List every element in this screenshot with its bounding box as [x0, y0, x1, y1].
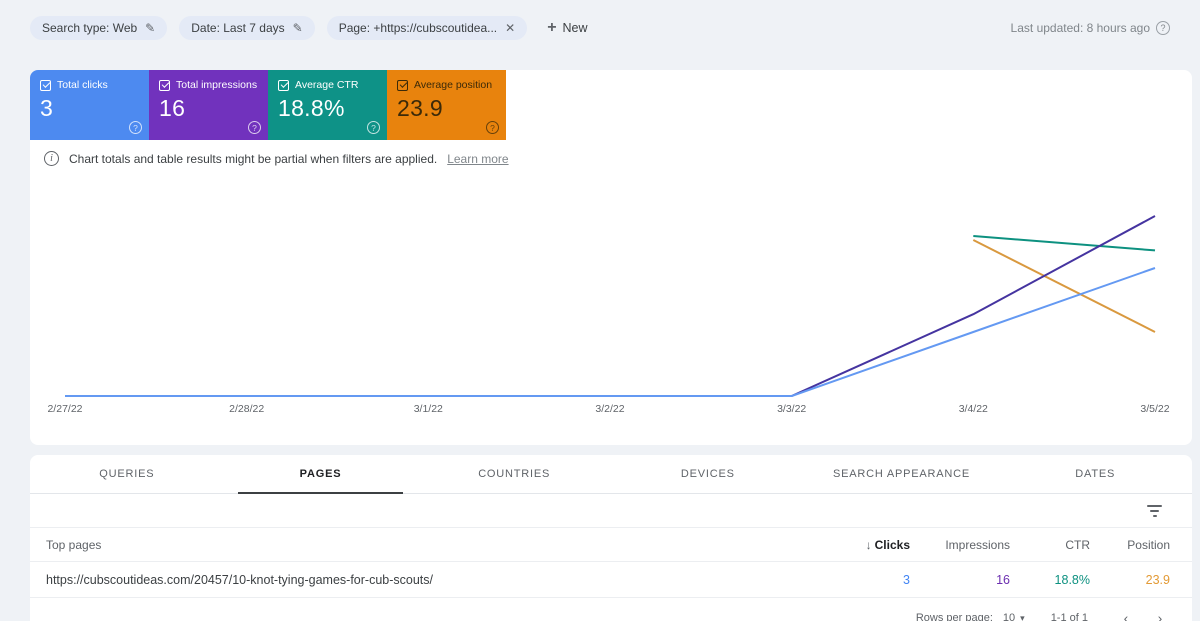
new-filter-label: New [562, 21, 588, 35]
help-icon[interactable]: ? [129, 121, 142, 134]
filter-chip-search-type[interactable]: Search type: Web ✎ [30, 16, 168, 40]
x-tick-label: 3/5/22 [1140, 403, 1170, 415]
notice-text: Chart totals and table results might be … [69, 151, 438, 166]
help-icon[interactable]: ? [1156, 21, 1170, 35]
card-value: 3 [40, 95, 54, 121]
next-page-button[interactable]: › [1157, 610, 1163, 621]
rows-per-page-select[interactable]: 10 ▾ [1003, 612, 1025, 621]
page-url-cell[interactable]: https://cubscoutideas.com/20457/10-knot-… [46, 572, 433, 587]
card-label: Total clicks [57, 79, 108, 91]
edit-icon[interactable]: ✎ [145, 21, 156, 35]
chart-line-impressions [65, 215, 1156, 397]
last-updated: Last updated: 8 hours ago ? [1011, 21, 1170, 35]
dimension-tabs: QUERIES PAGES COUNTRIES DEVICES SEARCH A… [30, 455, 1192, 494]
filter-bar: Search type: Web ✎ Date: Last 7 days ✎ P… [30, 14, 1170, 42]
performance-line-chart [65, 215, 1156, 397]
x-tick-label: 3/3/22 [777, 403, 807, 415]
ctr-cell: 18.8% [1054, 572, 1090, 587]
tab-countries[interactable]: COUNTRIES [478, 468, 551, 480]
card-value: 16 [159, 95, 186, 121]
table-row[interactable]: https://cubscoutideas.com/20457/10-knot-… [30, 562, 1192, 598]
card-total-clicks[interactable]: Total clicks 3 ? [30, 70, 149, 140]
partial-data-notice: i Chart totals and table results might b… [44, 151, 509, 166]
tab-search-appearance[interactable]: SEARCH APPEARANCE [832, 468, 971, 480]
pagination-range: 1-1 of 1 [1050, 612, 1088, 621]
card-value: 18.8% [278, 95, 345, 121]
chart-line-clicks [65, 267, 1156, 397]
previous-page-button[interactable]: ‹ [1123, 610, 1129, 621]
filter-chip-label: Page: +https://cubscoutidea... [338, 21, 498, 35]
edit-icon[interactable]: ✎ [292, 21, 303, 35]
card-label: Average position [414, 79, 493, 91]
help-icon[interactable]: ? [486, 121, 499, 134]
tab-queries[interactable]: QUERIES [99, 468, 155, 480]
summary-cards: Total clicks 3 ? Total impressions 16 ? … [30, 70, 506, 140]
card-label: Average CTR [295, 79, 359, 91]
column-header-ctr[interactable]: CTR [1065, 537, 1090, 552]
column-header-top-pages[interactable]: Top pages [46, 537, 102, 552]
checkbox-checked-icon[interactable] [397, 79, 408, 91]
column-header-impressions[interactable]: Impressions [945, 537, 1010, 552]
filter-list-icon[interactable] [1143, 501, 1166, 521]
checkbox-checked-icon[interactable] [40, 79, 51, 91]
rows-per-page-label: Rows per page: [915, 612, 993, 621]
tab-devices[interactable]: DEVICES [680, 468, 735, 480]
dimensions-table-panel: QUERIES PAGES COUNTRIES DEVICES SEARCH A… [30, 455, 1192, 621]
tab-dates[interactable]: DATES [1075, 468, 1116, 480]
plus-icon: + [547, 19, 557, 36]
filter-chip-date[interactable]: Date: Last 7 days ✎ [179, 16, 315, 40]
checkbox-checked-icon[interactable] [278, 79, 289, 91]
column-header-clicks[interactable]: ↓ Clicks [865, 537, 910, 552]
x-tick-label: 2/27/22 [47, 403, 83, 415]
card-total-impressions[interactable]: Total impressions 16 ? [149, 70, 268, 140]
x-tick-label: 2/28/22 [229, 403, 265, 415]
card-average-ctr[interactable]: Average CTR 18.8% ? [268, 70, 387, 140]
tab-pages[interactable]: PAGES [224, 455, 418, 494]
x-tick-label: 3/1/22 [413, 403, 443, 415]
table-toolbar [30, 494, 1192, 528]
close-icon[interactable]: ✕ [505, 21, 516, 35]
last-updated-text: Last updated: 8 hours ago [1010, 21, 1150, 35]
active-tab-underline [237, 492, 404, 494]
performance-panel: Total clicks 3 ? Total impressions 16 ? … [30, 70, 1192, 445]
card-average-position[interactable]: Average position 23.9 ? [387, 70, 506, 140]
table-header-row: Top pages ↓ Clicks Impressions CTR Positi… [30, 528, 1192, 562]
info-icon: i [44, 151, 59, 166]
x-tick-label: 3/2/22 [595, 403, 625, 415]
filter-chip-label: Search type: Web [42, 21, 138, 35]
learn-more-link[interactable]: Learn more [447, 151, 509, 166]
card-value: 23.9 [397, 95, 443, 121]
x-tick-label: 3/4/22 [958, 403, 988, 415]
card-label: Total impressions [176, 79, 258, 91]
chart-line-ctr [973, 235, 1156, 252]
pagination-bar: Rows per page: 10 ▾ 1-1 of 1 ‹ › [30, 598, 1192, 621]
chevron-down-icon: ▾ [1020, 612, 1025, 621]
chart-line-position [972, 239, 1156, 333]
help-icon[interactable]: ? [367, 121, 380, 134]
checkbox-checked-icon[interactable] [159, 79, 170, 91]
filter-chip-page[interactable]: Page: +https://cubscoutidea... ✕ [326, 16, 528, 40]
position-cell: 23.9 [1145, 572, 1170, 587]
filter-chip-label: Date: Last 7 days [191, 21, 285, 35]
impressions-cell: 16 [996, 572, 1010, 587]
clicks-cell: 3 [903, 572, 910, 587]
column-header-position[interactable]: Position [1127, 537, 1170, 552]
sort-desc-icon: ↓ [865, 537, 872, 552]
help-icon[interactable]: ? [248, 121, 261, 134]
new-filter-button[interactable]: + New [547, 19, 587, 37]
